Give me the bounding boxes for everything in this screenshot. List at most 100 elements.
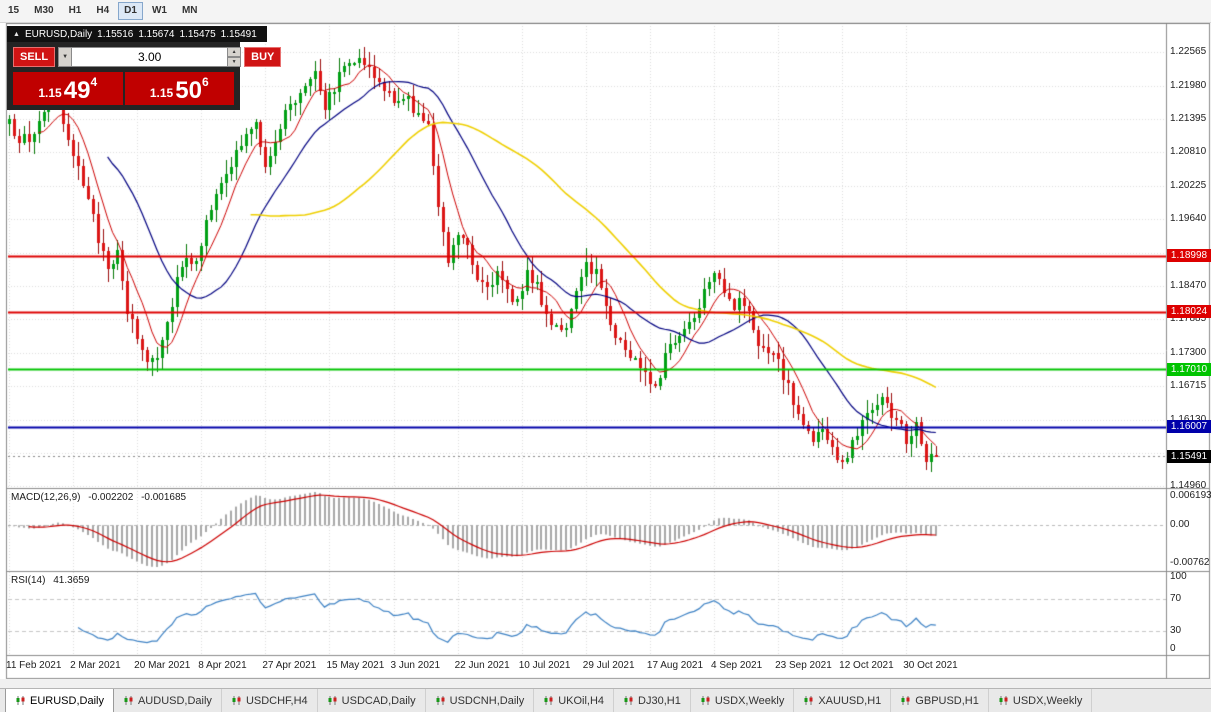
price-axis-label: 1.17300 [1170, 346, 1207, 358]
price-axis-label: 1.21980 [1170, 79, 1207, 91]
date-axis-label: 2 Mar 2021 [70, 660, 121, 671]
chart-tab-usdcad-daily[interactable]: USDCAD,Daily [318, 689, 426, 712]
date-axis-label: 8 Apr 2021 [198, 660, 247, 671]
timeframe-button-m30[interactable]: M30 [28, 2, 59, 20]
price-axis-label: 1.21395 [1170, 113, 1207, 125]
ask-prefix: 1.15 [149, 86, 174, 100]
chart-tab-usdx-weekly[interactable]: USDX,Weekly [989, 689, 1093, 712]
volume-down-icon[interactable]: ▼ [227, 57, 242, 67]
price-axis-label: 1.22565 [1170, 46, 1207, 58]
date-axis-label: 23 Sep 2021 [775, 660, 832, 671]
date-axis-label: 29 Jul 2021 [582, 660, 635, 671]
date-axis-label: 30 Oct 2021 [903, 660, 958, 671]
price-axis-label: 1.14960 [1170, 480, 1207, 492]
volume-control: ▼ ▲ ▼ [58, 47, 242, 67]
bid-pip-digit: 4 [90, 75, 98, 89]
timeframe-button-h1[interactable]: H1 [63, 2, 88, 20]
hline-price-badge: 1.16007 [1167, 420, 1211, 434]
rsi-axis-100: 100 [1170, 571, 1187, 582]
rsi-value: 41.3659 [53, 575, 90, 586]
macd-axis-min: -0.00762 [1170, 557, 1210, 568]
timeframe-button-mn[interactable]: MN [176, 2, 204, 20]
chart-tab-audusd-daily[interactable]: AUDUSD,Daily [114, 689, 222, 712]
tab-label: AUDUSD,Daily [137, 694, 212, 707]
tab-label: GBPUSD,H1 [915, 694, 979, 707]
rsi-axis-0: 0 [1170, 643, 1176, 654]
chart-tab-gbpusd-h1[interactable]: GBPUSD,H1 [891, 689, 989, 712]
chart-title-bar: ▲ EURUSD,Daily 1.15516 1.15674 1.15475 1… [7, 26, 267, 42]
price-axis-label: 1.17885 [1170, 313, 1207, 325]
mini-chart-icon [623, 695, 634, 706]
hline-price-badge: 1.18998 [1167, 249, 1211, 263]
price-axis-label: 1.20225 [1170, 179, 1207, 191]
bid-price-display: 1.15 49 4 [13, 72, 123, 105]
macd-indicator-label: MACD(12,26,9) -0.002202 -0.001685 [11, 492, 186, 503]
bid-prefix: 1.15 [38, 86, 62, 100]
mini-chart-icon [231, 695, 242, 706]
hline-price-badge: 1.18024 [1167, 305, 1211, 318]
mini-chart-icon [327, 695, 338, 706]
date-axis-label: 3 Jun 2021 [390, 660, 441, 671]
price-axis-label: 1.16715 [1170, 380, 1207, 392]
mini-chart-icon [123, 695, 134, 706]
ohlc-open: 1.15516 [97, 28, 134, 40]
chart-tab-usdx-weekly[interactable]: USDX,Weekly [691, 689, 795, 712]
tab-label: USDCAD,Daily [341, 694, 416, 707]
date-axis-label: 22 Jun 2021 [454, 660, 510, 671]
rsi-indicator-label: RSI(14) 41.3659 [11, 575, 89, 586]
date-axis-label: 12 Oct 2021 [839, 660, 894, 671]
timeframe-button-15[interactable]: 15 [2, 2, 25, 20]
timeframe-button-w1[interactable]: W1 [146, 2, 173, 20]
timeframe-button-h4[interactable]: H4 [90, 2, 115, 20]
tab-label: USDCHF,H4 [245, 694, 308, 707]
mini-chart-icon [435, 695, 446, 706]
mini-chart-icon [15, 695, 26, 706]
sell-button[interactable]: SELL [13, 47, 56, 67]
price-axis-label: 1.19640 [1170, 213, 1207, 225]
bid-big-digits: 49 [63, 77, 91, 104]
chart-tab-xauusd-h1[interactable]: XAUUSD,H1 [794, 689, 892, 712]
hline-price-badge: 1.17010 [1167, 362, 1211, 376]
chart-tab-bar: EURUSD,Daily AUDUSD,Daily USDCHF,H4 USDCAD,… [0, 688, 1211, 712]
date-axis-label: 15 May 2021 [326, 660, 385, 671]
current-price-badge: 1.15491 [1167, 449, 1211, 463]
macd-main-value: -0.002202 [88, 492, 134, 503]
price-axis-label: 1.20810 [1170, 146, 1207, 158]
tab-label: USDX,Weekly [714, 694, 785, 707]
volume-input[interactable] [72, 47, 228, 67]
tab-label: DJ30,H1 [638, 694, 681, 707]
chart-marker-icon: ▲ [13, 30, 20, 38]
mini-chart-icon [543, 695, 554, 706]
date-axis-label: 17 Aug 2021 [646, 660, 704, 671]
rsi-axis-30: 30 [1170, 625, 1182, 636]
rsi-name: RSI(14) [11, 575, 46, 586]
chart-tab-usdchf-h4[interactable]: USDCHF,H4 [222, 689, 318, 712]
chart-tab-usdcnh-daily[interactable]: USDCNH,Daily [426, 689, 535, 712]
chart-tab-eurusd-daily[interactable]: EURUSD,Daily [5, 689, 114, 712]
mini-chart-icon [900, 695, 911, 706]
tab-label: USDX,Weekly [1012, 694, 1083, 707]
chart-tab-ukoil-h4[interactable]: UKOil,H4 [534, 689, 615, 712]
tab-label: XAUUSD,H1 [818, 694, 882, 707]
macd-name: MACD(12,26,9) [11, 492, 81, 503]
timeframe-button-d1[interactable]: D1 [118, 2, 143, 20]
volume-up-icon[interactable]: ▲ [227, 47, 242, 57]
ohlc-low: 1.15475 [179, 28, 216, 40]
buy-button[interactable]: BUY [244, 47, 282, 67]
macd-axis-zero: 0.00 [1170, 519, 1190, 530]
date-axis-label: 20 Mar 2021 [134, 660, 191, 671]
date-axis-label: 11 Feb 2021 [6, 660, 62, 671]
mini-chart-icon [803, 695, 814, 706]
volume-dropdown-icon[interactable]: ▼ [58, 47, 73, 67]
chart-tab-dj30-h1[interactable]: DJ30,H1 [614, 689, 691, 712]
volume-spinner: ▲ ▼ [227, 47, 242, 67]
mini-chart-icon [700, 695, 711, 706]
rsi-axis-70: 70 [1170, 593, 1182, 604]
tab-label: EURUSD,Daily [30, 694, 104, 707]
chart-symbol: EURUSD,Daily [24, 28, 93, 40]
window-bottom-strip [0, 679, 1211, 688]
macd-signal-value: -0.001685 [141, 492, 187, 503]
price-axis-label: 1.18470 [1170, 280, 1207, 292]
